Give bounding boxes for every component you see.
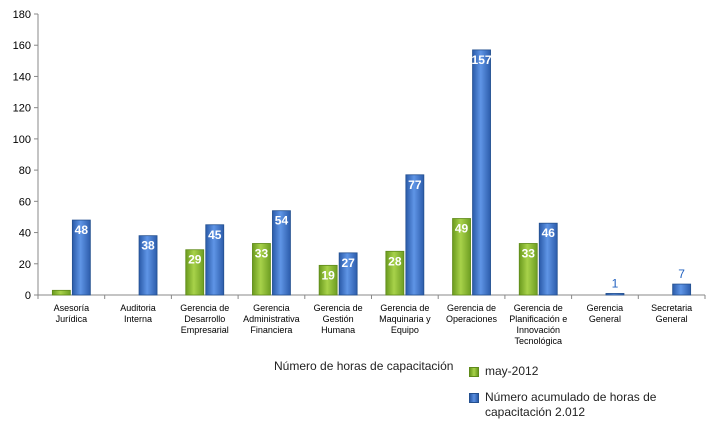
bar-acumulado-0 [71, 219, 91, 296]
y-tick-label: 0 [25, 290, 31, 302]
y-tick-label: 100 [13, 134, 31, 146]
y-tick-label: 20 [19, 259, 31, 271]
data-label-acumulado-0: 48 [75, 223, 89, 237]
legend-swatch-green [469, 367, 479, 377]
data-label-acumulado-5: 77 [408, 178, 422, 192]
bar-may-2012-7 [518, 243, 538, 296]
bar-acumulado-2 [205, 224, 225, 296]
data-label-acumulado-8: 1 [612, 276, 619, 290]
data-label-may-2012-2: 29 [188, 253, 202, 267]
x-category-label-0: Asesoría Jurídica [54, 303, 90, 324]
x-category-label-7: Gerencia de Planificación e Innovación Tecn… [509, 303, 567, 346]
y-tick-label: 80 [19, 165, 31, 177]
bar-may-2012-4 [318, 264, 338, 296]
x-category-label-6: Gerencia de Operaciones [446, 303, 498, 324]
x-category-label-4: Gerencia de Gestión Humana [314, 303, 363, 335]
data-label-may-2012-4: 19 [321, 268, 335, 282]
data-label-may-2012-3: 33 [255, 246, 269, 260]
data-label-acumulado-6: 157 [472, 53, 492, 67]
data-label-may-2012-5: 28 [388, 254, 402, 268]
data-label-acumulado-1: 38 [141, 239, 155, 253]
x-category-label-3: Gerencia Administrativa Financiera [243, 303, 300, 335]
y-tick-label: 40 [19, 228, 31, 240]
data-label-may-2012-7: 33 [522, 246, 536, 260]
chart-bars [51, 49, 692, 296]
legend-item-acumulado: Número acumulado de horas de capacitació… [469, 390, 669, 420]
data-label-acumulado-7: 46 [542, 226, 556, 240]
x-category-label-2: Gerencia de Desarrollo Empresarial [180, 303, 229, 335]
y-tick-label: 120 [13, 103, 31, 115]
bar-acumulado-1 [138, 235, 158, 296]
bar-may-2012-3 [252, 243, 271, 296]
bar-acumulado-3 [272, 210, 291, 296]
data-label-may-2012-6: 49 [455, 222, 469, 236]
data-label-acumulado-3: 54 [275, 214, 289, 228]
data-label-acumulado-9: 7 [678, 267, 685, 281]
y-tick-label: 180 [13, 9, 31, 21]
y-tick-label: 60 [19, 196, 31, 208]
bar-acumulado-8 [605, 293, 625, 296]
y-tick-label: 140 [13, 71, 31, 83]
legend-swatch-blue [469, 393, 479, 403]
x-category-label-1: Auditoria Interna [120, 303, 156, 324]
bar-acumulado-4 [338, 252, 358, 296]
x-category-label-8: Gerencia General [587, 303, 624, 324]
x-category-label-9: Secretaria General [651, 303, 692, 324]
legend-item-may-2012: may-2012 [469, 364, 538, 378]
bar-acumulado-7 [538, 222, 558, 296]
y-tick-label: 160 [13, 40, 31, 52]
chart-category-labels: Asesoría Jurídica Auditoria Interna Gerencia… [54, 303, 693, 346]
legend-label-acumulado: Número acumulado de horas de capacitació… [485, 390, 657, 419]
data-label-acumulado-4: 27 [341, 256, 355, 270]
bar-may-2012-5 [385, 250, 405, 296]
bar-may-2012-6 [452, 218, 471, 296]
bar-may-2012-0 [51, 289, 71, 296]
bar-acumulado-6 [472, 49, 491, 296]
bar-may-2012-2 [185, 249, 205, 296]
data-label-acumulado-2: 45 [208, 228, 222, 242]
bar-acumulado-5 [405, 174, 425, 296]
bar-acumulado-9 [672, 283, 692, 296]
x-category-label-5: Gerencia de Maquinaria y Equipo [379, 303, 431, 335]
chart-data-labels: 29 33 19 28 49 33 48 38 45 54 27 77 157 46 1 7 [75, 53, 686, 291]
legend-label-may-2012: may-2012 [485, 364, 539, 378]
chart-axes: 0 20 40 60 80 100 120 140 160 180 [13, 9, 706, 302]
legend-title: Número de horas de capacitación [274, 359, 454, 373]
